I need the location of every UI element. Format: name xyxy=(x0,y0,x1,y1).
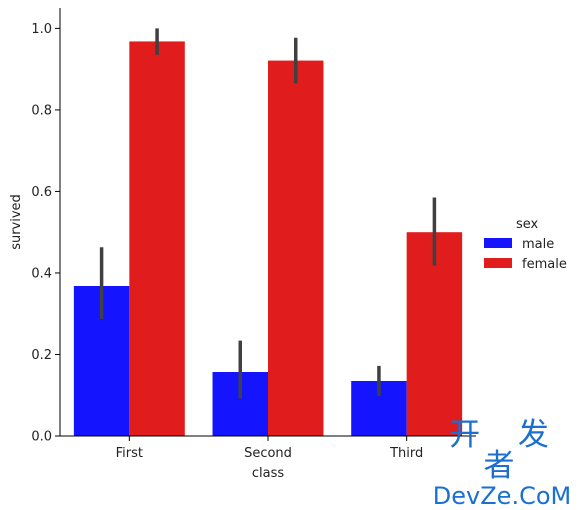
bar-chart: 0.0 0.2 0.4 0.6 0.8 1.0 First Second Third surv… xyxy=(9,8,567,481)
bars xyxy=(73,41,463,436)
bar-female-third xyxy=(406,232,463,436)
x-axis-ticks: First Second Third xyxy=(116,436,423,461)
legend-label-male: male xyxy=(522,237,554,252)
watermark-line1: 开 发 者 xyxy=(449,417,563,484)
y-axis-label: survived xyxy=(9,194,24,250)
y-tick-label: 0.8 xyxy=(31,103,52,118)
y-tick-label: 0.0 xyxy=(31,430,52,445)
legend: sex male female xyxy=(484,217,567,272)
x-tick-label: Third xyxy=(389,446,423,461)
legend-label-female: female xyxy=(522,257,567,272)
x-tick-label: Second xyxy=(244,446,292,461)
legend-swatch-female xyxy=(484,258,512,268)
x-tick-label: First xyxy=(116,446,143,461)
y-tick-label: 0.2 xyxy=(31,348,52,363)
bar-female-first xyxy=(129,41,185,436)
watermark-line2: DevZe.CoM xyxy=(432,482,572,510)
error-bars xyxy=(99,28,437,399)
x-axis-label: class xyxy=(252,466,284,481)
y-tick-label: 0.6 xyxy=(31,185,52,200)
y-tick-label: 0.4 xyxy=(31,266,52,281)
watermark-logo: 开 发 者 DevZe.CoM xyxy=(424,417,580,510)
y-axis-ticks: 0.0 0.2 0.4 0.6 0.8 1.0 xyxy=(31,22,60,445)
y-tick-label: 1.0 xyxy=(31,22,52,37)
legend-swatch-male xyxy=(484,238,512,248)
bar-female-second xyxy=(268,60,324,436)
legend-title: sex xyxy=(516,217,539,232)
